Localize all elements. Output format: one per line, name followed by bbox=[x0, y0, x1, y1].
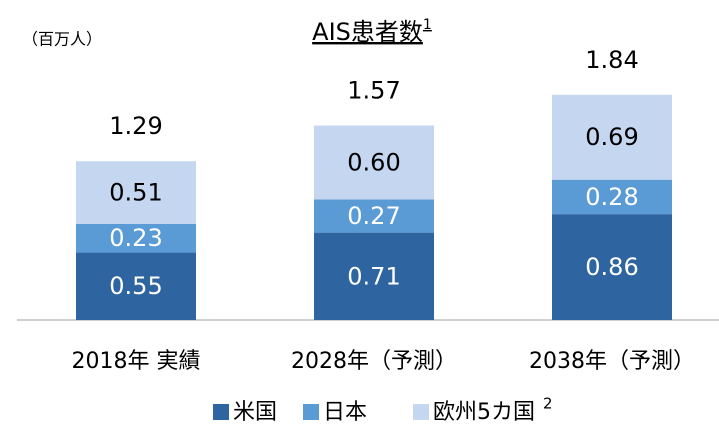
legend-note: 2 bbox=[543, 395, 553, 413]
x-tick-label: 2028年（予測） bbox=[291, 349, 457, 374]
legend-swatch bbox=[413, 404, 429, 420]
bar-segment bbox=[552, 94, 672, 180]
title-text: AIS患者数 bbox=[312, 18, 423, 46]
value-label: 0.27 bbox=[347, 202, 400, 230]
legend-swatch bbox=[303, 404, 319, 420]
value-label: 0.23 bbox=[109, 224, 162, 252]
total-label: 1.29 bbox=[109, 112, 162, 140]
chart-title: AIS患者数1 bbox=[312, 17, 432, 46]
bar-segment bbox=[314, 125, 434, 200]
total-label: 1.57 bbox=[347, 77, 400, 105]
bar-segment bbox=[314, 232, 434, 320]
total-label: 1.84 bbox=[585, 46, 638, 74]
value-label: 0.51 bbox=[109, 179, 162, 207]
legend-label: 米国 bbox=[233, 400, 277, 425]
title-note: 1 bbox=[423, 17, 432, 33]
bar-segment bbox=[76, 252, 196, 320]
bar-segment bbox=[552, 179, 672, 215]
value-label: 0.55 bbox=[109, 272, 162, 300]
value-label: 0.86 bbox=[585, 253, 638, 281]
x-tick-label: 2038年（予測） bbox=[529, 349, 695, 374]
bar-segment bbox=[76, 161, 196, 224]
bar-segment bbox=[76, 224, 196, 253]
value-label: 0.69 bbox=[585, 123, 638, 151]
unit-label: （百万人） bbox=[22, 30, 102, 49]
legend-label: 欧州5カ国 bbox=[433, 400, 535, 425]
legend-label: 日本 bbox=[323, 400, 367, 425]
value-label: 0.71 bbox=[347, 262, 400, 290]
bar-segment bbox=[552, 214, 672, 320]
x-tick-label: 2018年 実績 bbox=[72, 349, 201, 374]
value-label: 0.60 bbox=[347, 148, 400, 176]
legend-swatch bbox=[213, 404, 229, 420]
value-label: 0.28 bbox=[585, 183, 638, 211]
bar-segment bbox=[314, 199, 434, 233]
